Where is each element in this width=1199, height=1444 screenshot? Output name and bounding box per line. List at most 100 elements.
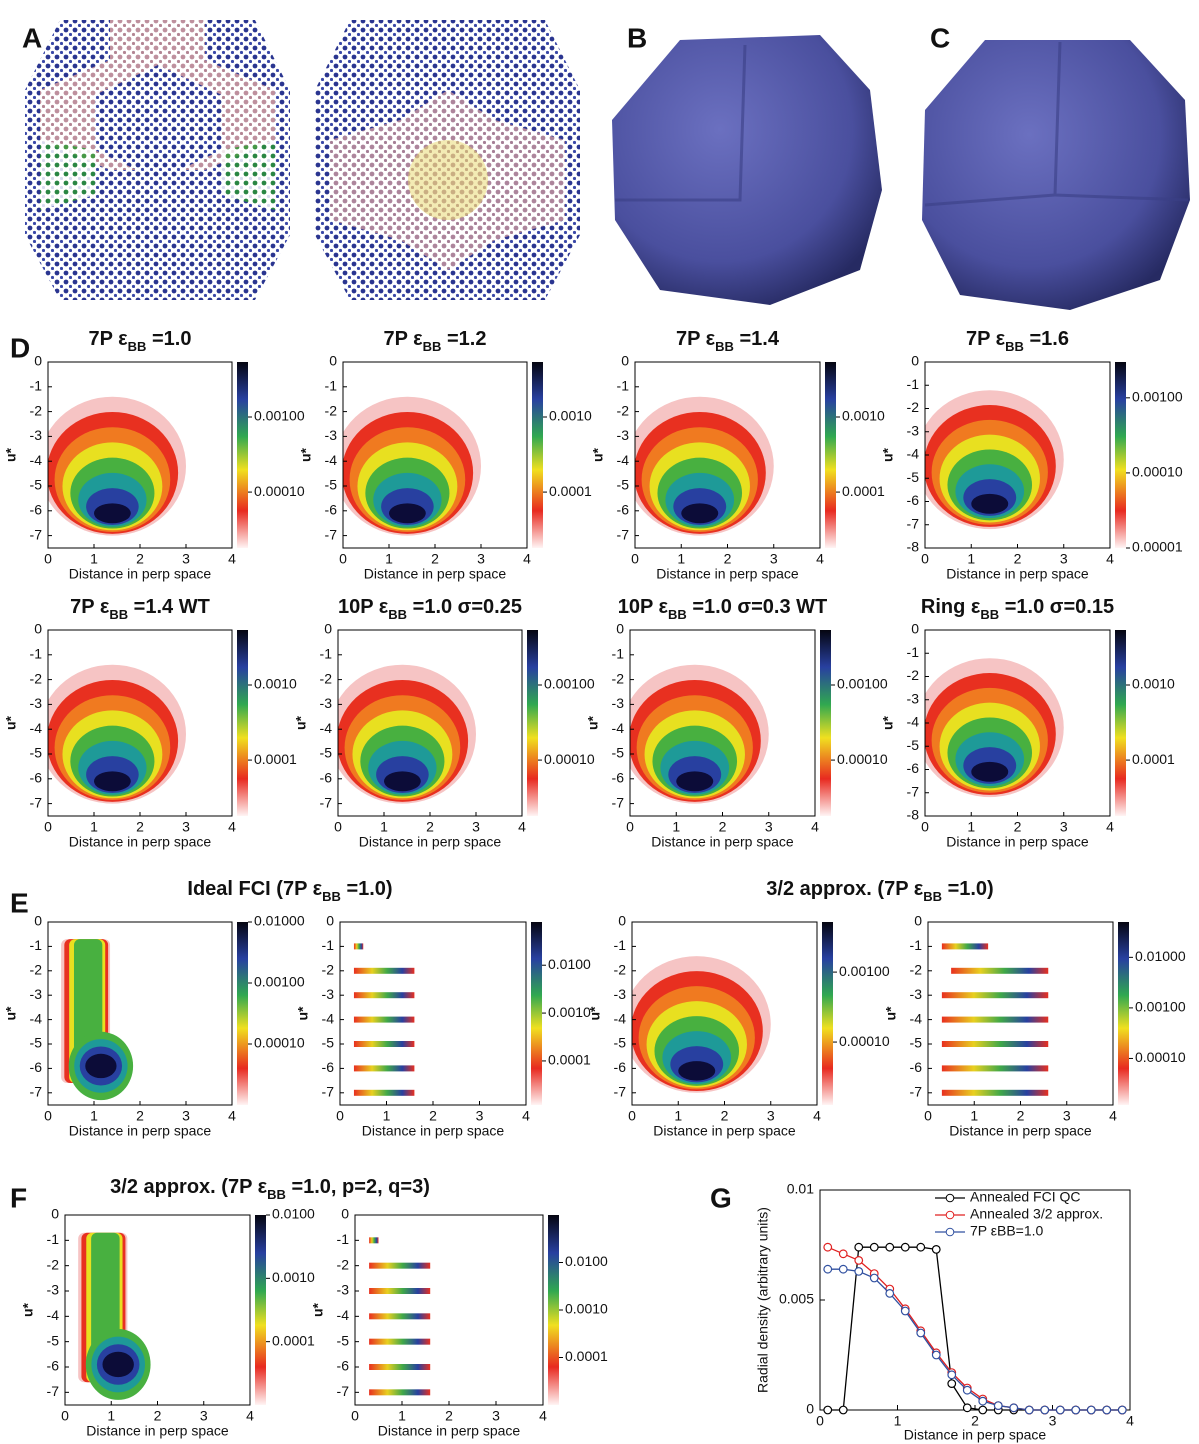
- data-point: [917, 1329, 925, 1337]
- data-point: [824, 1265, 832, 1273]
- title-part: =1.0, p=2, q=3): [286, 1176, 430, 1198]
- data-point: [855, 1257, 863, 1265]
- colorbar: [548, 1215, 559, 1405]
- y-tick-label: -5: [325, 477, 338, 493]
- x-tick-label: 1: [967, 551, 975, 567]
- title-part: Ring ε: [921, 596, 981, 618]
- x-tick-label: 1: [90, 551, 98, 567]
- title-part: =1.0: [146, 328, 191, 350]
- y-tick-label: -6: [30, 502, 43, 518]
- x-tick-label: 1: [674, 1108, 682, 1124]
- colorbar-label: 0.0001: [548, 1052, 591, 1068]
- y-tick-label: 0: [618, 913, 626, 929]
- x-tick-label: 2: [719, 819, 727, 835]
- colorbar-label: 0.00010: [254, 1035, 305, 1051]
- x-tick-label: 2: [1014, 819, 1022, 835]
- y-tick-label: -2: [907, 667, 920, 683]
- title-part: Ideal FCI (7P ε: [187, 878, 322, 900]
- colorbar-label: 0.0100: [565, 1253, 608, 1269]
- data-point: [855, 1243, 863, 1251]
- y-tick-label: -4: [47, 1307, 60, 1323]
- y-tick-label: 0: [326, 913, 334, 929]
- y-tick-label: -7: [47, 1383, 60, 1399]
- y-axis-label: u*: [3, 715, 19, 730]
- y-tick-label: -3: [617, 427, 630, 443]
- y-axis-label: u*: [310, 1302, 326, 1317]
- x-tick-label: 4: [523, 551, 531, 567]
- title: Ring εBB =1.0 σ=0.15: [921, 596, 1114, 622]
- x-tick-label: 2: [136, 819, 144, 835]
- x-axis-label: Distance in perp space: [949, 1123, 1092, 1139]
- colorbar-label: 0.00100: [544, 676, 595, 692]
- x-tick-label: 1: [107, 1408, 115, 1424]
- y-tick-label: 0.005: [779, 1291, 814, 1307]
- y-tick-label: -1: [30, 378, 43, 394]
- x-tick-label: 1: [383, 1108, 391, 1124]
- density-band: [369, 1364, 430, 1370]
- panel-label: E: [10, 887, 29, 918]
- x-tick-label: 0: [924, 1108, 932, 1124]
- title-part: =1.0 σ=0.3 WT: [687, 596, 827, 618]
- x-axis-label: Distance in perp space: [69, 566, 212, 582]
- x-tick-label: 0: [339, 551, 347, 567]
- panel-label: A: [22, 22, 42, 53]
- colorbar: [820, 630, 831, 816]
- x-tick-label: 3: [472, 819, 480, 835]
- density-level: [102, 1352, 133, 1377]
- density-band: [951, 968, 1048, 974]
- colorbar-label: 0.00010: [544, 751, 595, 767]
- y-tick-label: -8: [907, 539, 920, 555]
- colorbar: [255, 1215, 266, 1405]
- density-map: [39, 397, 186, 536]
- title: 7P εBB =1.4 WT: [70, 596, 210, 622]
- data-point: [1118, 1406, 1126, 1414]
- x-tick-label: 4: [1126, 1413, 1134, 1429]
- data-point: [855, 1268, 863, 1276]
- title: 3/2 approx. (7P εBB =1.0): [766, 878, 993, 904]
- title-part: 10P ε: [618, 596, 669, 618]
- y-tick-label: -1: [614, 937, 627, 953]
- y-tick-label: -7: [320, 794, 333, 810]
- y-tick-label: -4: [325, 452, 338, 468]
- colorbar: [237, 630, 248, 816]
- x-axis-label: Distance in perp space: [653, 1123, 796, 1139]
- y-tick-label: -1: [322, 937, 335, 953]
- x-axis-label: Distance in perp space: [359, 834, 502, 850]
- x-tick-label: 2: [154, 1408, 162, 1424]
- title-part: =1.0): [341, 878, 393, 900]
- y-tick-label: -7: [30, 1084, 43, 1100]
- y-tick-label: -1: [910, 937, 923, 953]
- y-tick-label: -6: [325, 502, 338, 518]
- y-tick-label: -3: [47, 1282, 60, 1298]
- x-tick-label: 3: [476, 1108, 484, 1124]
- legend-label: Annealed FCI QC: [970, 1189, 1081, 1205]
- density-level: [94, 503, 131, 523]
- density-band: [354, 992, 414, 998]
- panel-label: B: [627, 22, 647, 53]
- y-tick-label: -5: [30, 477, 43, 493]
- data-point: [1025, 1406, 1033, 1414]
- x-tick-label: 1: [380, 819, 388, 835]
- x-tick-label: 4: [522, 1108, 530, 1124]
- colorbar: [1115, 362, 1126, 548]
- title-part: BB: [388, 607, 407, 622]
- data-point: [839, 1406, 847, 1414]
- colorbar: [532, 362, 543, 548]
- colorbar-label: 0.0001: [272, 1332, 315, 1348]
- y-tick-label: -1: [907, 644, 920, 660]
- y-tick-label: -7: [30, 794, 43, 810]
- data-point: [1010, 1404, 1018, 1412]
- title: Ideal FCI (7P εBB =1.0): [187, 878, 392, 904]
- x-tick-label: 3: [492, 1408, 500, 1424]
- y-tick-label: -2: [617, 402, 630, 418]
- density-band: [354, 1017, 414, 1023]
- y-tick-label: -8: [907, 807, 920, 823]
- legend-marker: [946, 1211, 954, 1219]
- data-point: [886, 1290, 894, 1298]
- x-tick-label: 2: [445, 1408, 453, 1424]
- y-tick-label: -4: [907, 446, 920, 462]
- colorbar-label: 0.0010: [549, 408, 592, 424]
- colorbar-label: 0.0010: [254, 676, 297, 692]
- colorbar-label: 0.0010: [272, 1269, 315, 1285]
- title-part: 7P ε: [70, 596, 110, 618]
